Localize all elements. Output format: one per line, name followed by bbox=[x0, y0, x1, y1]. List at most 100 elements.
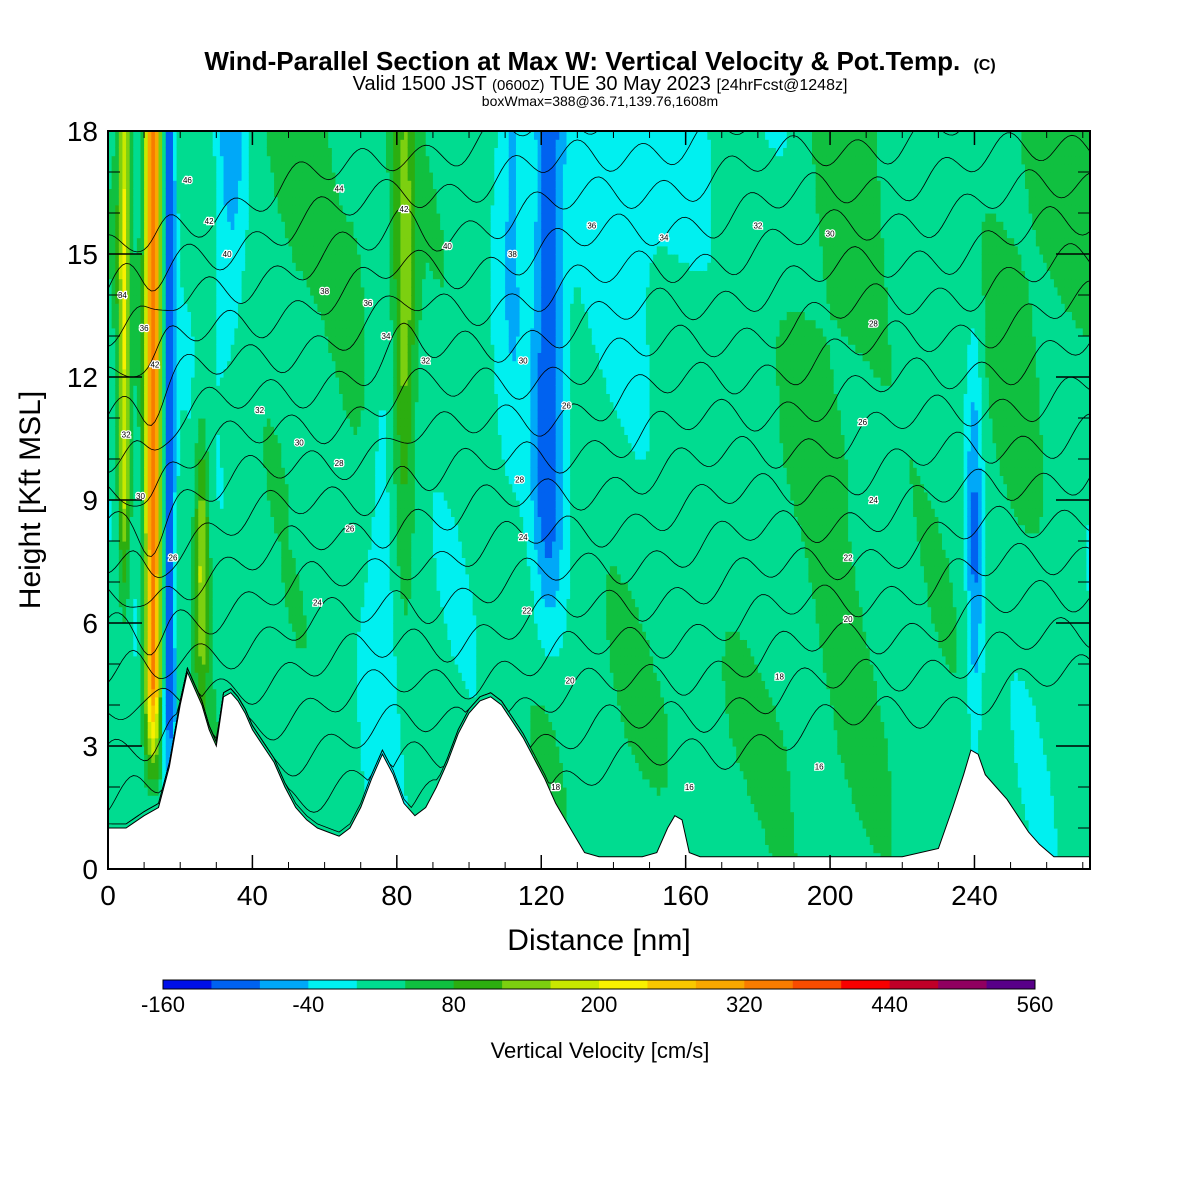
velocity-cell bbox=[129, 582, 134, 591]
velocity-cell bbox=[219, 385, 225, 394]
velocity-cell bbox=[187, 352, 192, 362]
velocity-cell bbox=[129, 196, 134, 206]
velocity-cell bbox=[277, 426, 282, 435]
velocity-cell bbox=[172, 311, 178, 321]
velocity-cell bbox=[292, 295, 297, 304]
velocity-cell bbox=[259, 344, 264, 353]
velocity-cell bbox=[227, 360, 232, 370]
velocity-cell bbox=[212, 688, 217, 698]
velocity-cell bbox=[299, 655, 304, 665]
velocity-cell bbox=[126, 368, 131, 378]
velocity-cell bbox=[237, 409, 243, 419]
velocity-cell bbox=[169, 696, 174, 706]
velocity-cell bbox=[126, 754, 131, 763]
velocity-cell bbox=[277, 508, 282, 517]
velocity-cell bbox=[108, 254, 113, 263]
velocity-cell bbox=[299, 803, 304, 813]
velocity-cell bbox=[234, 516, 239, 526]
velocity-cell bbox=[129, 467, 134, 476]
velocity-cell bbox=[169, 475, 174, 485]
velocity-cell bbox=[216, 295, 221, 304]
velocity-cell bbox=[115, 483, 120, 493]
velocity-cell bbox=[252, 647, 257, 657]
velocity-cell bbox=[151, 696, 156, 706]
velocity-cell bbox=[259, 286, 264, 296]
velocity-cell bbox=[277, 606, 282, 616]
velocity-cell bbox=[180, 221, 185, 230]
velocity-cell bbox=[234, 532, 239, 542]
velocity-cell bbox=[129, 705, 134, 714]
velocity-cell bbox=[270, 385, 275, 394]
velocity-cell bbox=[237, 311, 243, 321]
velocity-cell bbox=[227, 508, 232, 517]
velocity-cell bbox=[118, 549, 124, 558]
velocity-cell bbox=[158, 163, 163, 173]
velocity-cell bbox=[194, 262, 199, 271]
velocity-cell bbox=[147, 327, 152, 337]
velocity-cell bbox=[169, 705, 174, 714]
velocity-cell bbox=[180, 377, 185, 386]
velocity-cell bbox=[172, 245, 178, 255]
velocity-cell bbox=[187, 139, 192, 148]
velocity-cell bbox=[230, 204, 235, 214]
velocity-cell bbox=[176, 467, 181, 476]
velocity-cell bbox=[205, 639, 210, 649]
velocity-cell bbox=[230, 327, 235, 337]
velocity-cell bbox=[147, 368, 152, 378]
velocity-cell bbox=[172, 418, 178, 427]
velocity-cell bbox=[284, 516, 290, 526]
velocity-cell bbox=[274, 549, 279, 558]
velocity-cell bbox=[187, 442, 192, 452]
velocity-cell bbox=[227, 491, 232, 501]
velocity-cell bbox=[151, 426, 156, 435]
velocity-cell bbox=[274, 590, 279, 599]
velocity-cell bbox=[274, 442, 279, 452]
velocity-cell bbox=[169, 303, 174, 312]
velocity-cell bbox=[176, 237, 181, 247]
velocity-cell bbox=[140, 541, 145, 550]
velocity-cell bbox=[223, 508, 228, 517]
velocity-cell bbox=[201, 237, 207, 247]
velocity-cell bbox=[147, 450, 152, 460]
velocity-cell bbox=[162, 614, 167, 624]
velocity-cell bbox=[248, 647, 254, 657]
velocity-cell bbox=[270, 590, 275, 599]
velocity-cell bbox=[151, 778, 156, 788]
velocity-cell bbox=[165, 139, 170, 148]
velocity-cell bbox=[256, 229, 261, 239]
velocity-cell bbox=[284, 229, 290, 239]
velocity-cell bbox=[295, 377, 300, 386]
velocity-cell bbox=[266, 360, 272, 370]
velocity-cell bbox=[288, 237, 293, 247]
velocity-cell bbox=[176, 196, 181, 206]
velocity-cell bbox=[176, 139, 181, 148]
velocity-cell bbox=[191, 139, 196, 148]
velocity-cell bbox=[256, 336, 261, 345]
velocity-cell bbox=[259, 377, 264, 386]
velocity-cell bbox=[281, 180, 286, 189]
velocity-cell bbox=[165, 262, 170, 271]
velocity-cell bbox=[165, 737, 170, 747]
velocity-cell bbox=[245, 204, 250, 214]
velocity-cell bbox=[237, 147, 243, 157]
velocity-cell bbox=[147, 237, 152, 247]
velocity-cell bbox=[165, 746, 170, 755]
velocity-cell bbox=[187, 344, 192, 353]
velocity-cell bbox=[288, 377, 293, 386]
velocity-cell bbox=[180, 573, 185, 583]
velocity-cell bbox=[288, 262, 293, 271]
velocity-cell bbox=[176, 582, 181, 591]
velocity-cell bbox=[108, 442, 113, 452]
velocity-cell bbox=[281, 491, 286, 501]
velocity-cell bbox=[183, 434, 189, 444]
velocity-cell bbox=[198, 139, 203, 148]
velocity-cell bbox=[256, 278, 261, 288]
velocity-cell bbox=[144, 450, 149, 460]
velocity-cell bbox=[241, 647, 246, 657]
velocity-cell bbox=[302, 409, 308, 419]
velocity-cell bbox=[230, 475, 235, 485]
velocity-cell bbox=[281, 655, 286, 665]
velocity-cell bbox=[154, 172, 160, 181]
velocity-cell bbox=[133, 590, 138, 599]
velocity-cell bbox=[270, 557, 275, 567]
